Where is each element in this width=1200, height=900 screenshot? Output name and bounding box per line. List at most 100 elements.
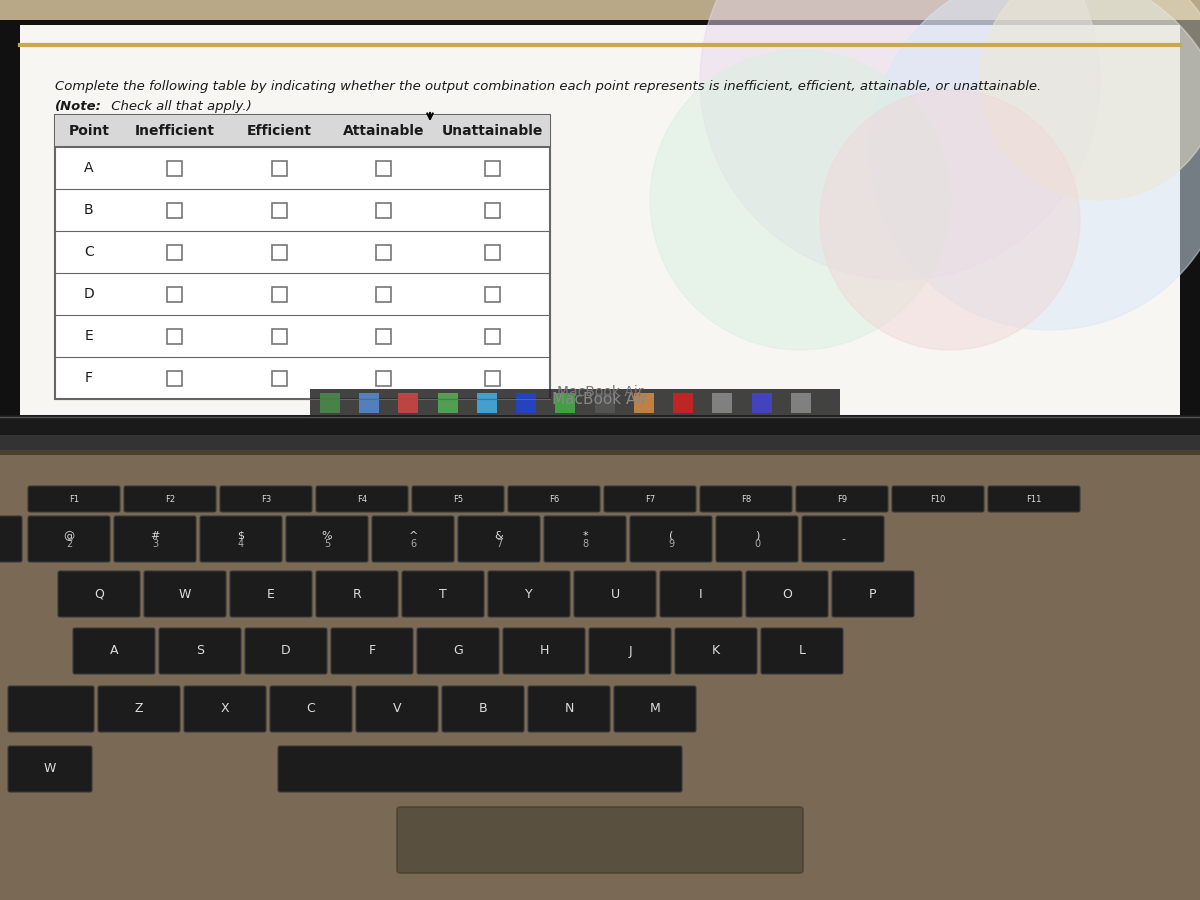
Bar [167,286,182,302]
FancyBboxPatch shape [574,571,656,617]
Bar [20,100,1180,101]
FancyBboxPatch shape [286,516,368,562]
Bar [20,32,1180,33]
Bar [20,33,1180,35]
Text: P: P [869,588,877,600]
Text: 7: 7 [496,539,502,549]
Bar [20,58,1180,59]
Text: F: F [85,371,92,385]
Bar [271,371,287,385]
Text: 4: 4 [238,539,244,549]
Bar [20,62,1180,64]
Text: Efficient: Efficient [246,124,312,138]
Bar [20,88,1180,90]
Bar [20,121,1180,122]
FancyBboxPatch shape [589,628,671,674]
FancyBboxPatch shape [418,628,499,674]
Bar [20,43,1180,45]
Text: Complete the following table by indicating whether the output combination each p: Complete the following table by indicati… [55,80,1042,93]
Bar [20,69,1180,71]
Bar [20,41,1180,43]
Text: F11: F11 [1026,494,1042,503]
Bar [20,104,1180,105]
Text: *: * [582,531,588,541]
Text: 0: 0 [754,539,760,549]
Bar [20,56,1180,57]
Bar [376,202,391,218]
FancyBboxPatch shape [660,571,742,617]
Text: F3: F3 [260,494,271,503]
Text: C: C [307,703,316,716]
Bar [20,76,1180,78]
Text: F4: F4 [356,494,367,503]
FancyBboxPatch shape [397,807,803,873]
Bar [751,393,772,413]
Bar [20,93,1180,94]
Text: 2: 2 [66,539,72,549]
Bar [20,25,1180,420]
Text: T: T [439,588,446,600]
Text: F: F [368,644,376,658]
Bar [55,115,550,399]
Bar [20,116,1180,118]
Bar [271,202,287,218]
Bar [20,140,1180,141]
Bar [713,393,732,413]
Bar [20,140,1180,142]
FancyBboxPatch shape [988,486,1080,512]
FancyBboxPatch shape [270,686,352,732]
Bar [20,29,1180,30]
FancyBboxPatch shape [614,686,696,732]
Text: 6: 6 [410,539,416,549]
Text: K: K [712,644,720,658]
Bar [20,137,1180,138]
Bar [20,47,1180,48]
FancyBboxPatch shape [802,516,884,562]
Bar [20,37,1180,38]
FancyBboxPatch shape [158,628,241,674]
Bar [20,74,1180,75]
Bar [20,35,1180,37]
Text: MacBook Air: MacBook Air [557,385,643,399]
Circle shape [820,90,1080,350]
FancyBboxPatch shape [372,516,454,562]
FancyBboxPatch shape [316,571,398,617]
Bar [20,40,1180,42]
Text: W: W [44,762,56,776]
FancyBboxPatch shape [0,516,22,562]
Text: D: D [281,644,290,658]
Bar [20,138,1180,139]
Bar [20,40,1180,41]
Bar [20,102,1180,103]
Bar [476,393,497,413]
FancyBboxPatch shape [356,686,438,732]
Bar [20,106,1180,108]
Bar [310,389,840,417]
Bar [20,39,1180,40]
FancyBboxPatch shape [716,516,798,562]
Bar [20,66,1180,67]
FancyBboxPatch shape [674,628,757,674]
Text: O: O [782,588,792,600]
Text: L: L [798,644,805,658]
Bar [20,48,1180,49]
Bar [20,143,1180,145]
Bar [634,393,654,413]
Text: S: S [196,644,204,658]
Bar [20,26,1180,28]
Text: #: # [150,531,160,541]
FancyBboxPatch shape [761,628,842,674]
Bar [20,125,1180,127]
Text: @: @ [64,531,74,541]
Bar [20,61,1180,63]
Bar [20,76,1180,77]
Bar [556,393,575,413]
Bar [20,30,1180,31]
Bar [20,142,1180,144]
Bar [20,70,1180,72]
Text: C: C [84,245,94,259]
Text: 3: 3 [152,539,158,549]
Bar [20,134,1180,136]
Bar [0,455,1200,900]
Bar [0,455,1200,900]
